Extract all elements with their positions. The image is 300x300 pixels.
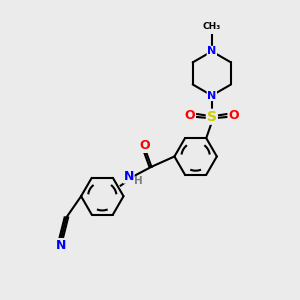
Text: S: S — [207, 110, 217, 124]
Text: N: N — [56, 238, 66, 252]
Text: N: N — [207, 91, 217, 100]
Text: CH₃: CH₃ — [203, 22, 221, 31]
Text: O: O — [228, 109, 239, 122]
Text: H: H — [134, 176, 143, 186]
Text: N: N — [207, 46, 217, 56]
Text: N: N — [124, 170, 134, 183]
Text: O: O — [185, 109, 195, 122]
Text: O: O — [140, 140, 150, 152]
